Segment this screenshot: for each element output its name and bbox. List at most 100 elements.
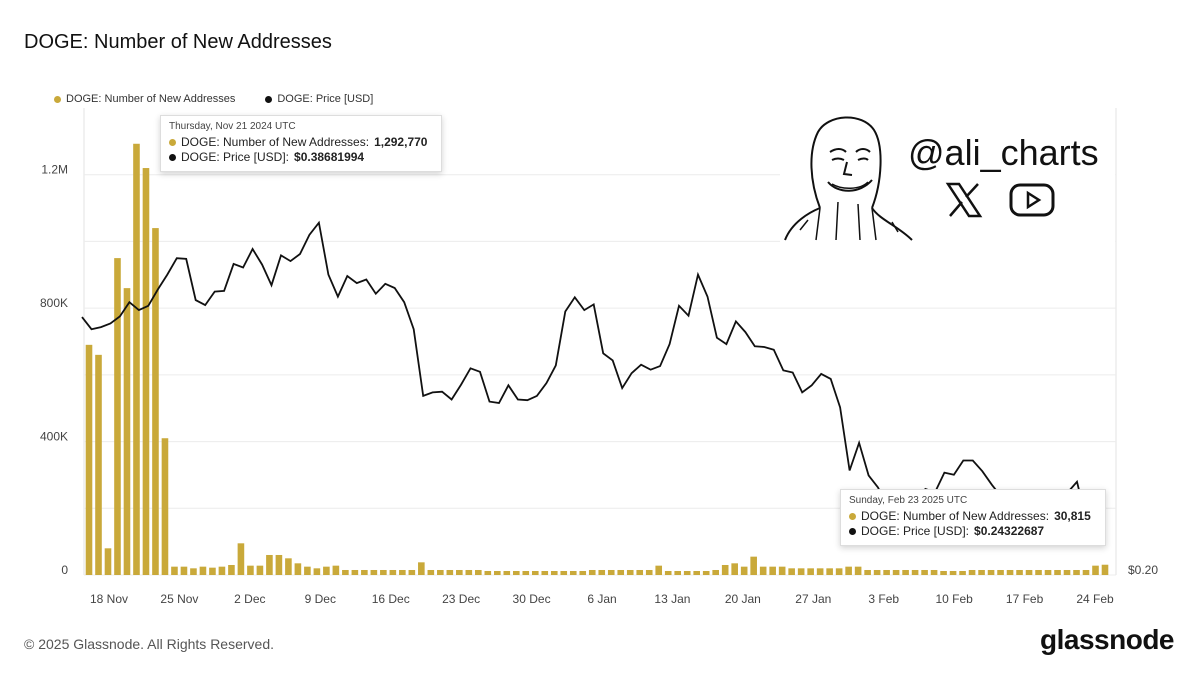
bar — [1006, 569, 1014, 575]
bar — [588, 569, 596, 575]
bar — [854, 566, 862, 575]
x-tick-label: 18 Nov — [90, 592, 128, 606]
bar — [797, 568, 805, 575]
tooltip-date: Thursday, Nov 21 2024 UTC — [169, 121, 296, 132]
bar — [190, 568, 197, 575]
bar — [1025, 569, 1033, 575]
bar — [142, 168, 150, 576]
bar — [598, 569, 606, 575]
x-tick-label: 9 Dec — [305, 592, 336, 606]
bar — [693, 570, 701, 575]
bar — [418, 562, 425, 575]
bar — [408, 569, 416, 575]
bar — [1035, 569, 1042, 575]
bar — [845, 566, 852, 575]
bar — [930, 569, 938, 575]
legend-label-addresses: DOGE: Number of New Addresses — [66, 93, 236, 105]
tooltip-date: Sunday, Feb 23 2025 UTC — [849, 495, 968, 506]
tooltip-row-price: DOGE: Price [USD]: $0.38681994 — [169, 150, 433, 165]
bar — [835, 568, 843, 575]
chart-legend: DOGE: Number of New Addresses DOGE: Pric… — [54, 93, 373, 105]
bar — [864, 569, 871, 575]
bar — [664, 570, 672, 575]
bar — [541, 570, 549, 575]
bar — [807, 568, 814, 575]
tooltip-swatch-price — [169, 154, 176, 161]
bar — [199, 566, 207, 575]
bar — [987, 569, 995, 575]
bar — [712, 569, 719, 575]
bar — [788, 568, 795, 575]
bar — [617, 569, 625, 575]
tooltip-row-price: DOGE: Price [USD]: $0.24322687 — [849, 524, 1097, 539]
bar — [1016, 569, 1023, 575]
tooltip-feb23: Sunday, Feb 23 2025 UTC DOGE: Number of … — [840, 489, 1106, 546]
y-tick-label: 0 — [61, 563, 68, 577]
bar — [228, 564, 235, 575]
legend-label-price: DOGE: Price [USD] — [277, 93, 374, 105]
bar — [351, 569, 359, 575]
tooltip-label: DOGE: Price [USD]: — [181, 150, 290, 164]
bar — [550, 570, 558, 575]
x-tick-label: 3 Feb — [868, 592, 899, 606]
bar — [1044, 569, 1052, 575]
legend-swatch-price — [265, 95, 273, 103]
legend-item-price[interactable]: DOGE: Price [USD] — [265, 93, 373, 105]
bar — [493, 570, 501, 575]
bar — [560, 570, 568, 575]
tooltip-label: DOGE: Number of New Addresses: — [861, 509, 1050, 523]
bar — [370, 569, 378, 575]
x-tick-label: 20 Jan — [725, 592, 761, 606]
tooltip-swatch-addresses — [169, 139, 176, 146]
bar — [85, 344, 93, 575]
bar — [769, 566, 776, 575]
bar — [902, 569, 909, 575]
bar — [437, 569, 444, 575]
bar — [911, 569, 919, 575]
tooltip-label: DOGE: Price [USD]: — [861, 524, 970, 538]
bar — [313, 568, 321, 575]
legend-item-addresses[interactable]: DOGE: Number of New Addresses — [54, 93, 235, 105]
bar — [978, 569, 985, 575]
bar — [607, 569, 615, 575]
bar — [294, 563, 302, 575]
copyright-footer: © 2025 Glassnode. All Rights Reserved. — [24, 636, 275, 652]
bar — [1073, 569, 1080, 575]
bar — [266, 554, 273, 575]
x-tick-label: 16 Dec — [372, 592, 410, 606]
bar — [152, 228, 159, 576]
bar — [285, 558, 292, 575]
bar — [949, 570, 957, 575]
bar — [389, 569, 397, 575]
x-tick-label: 27 Jan — [795, 592, 831, 606]
bar — [304, 566, 311, 575]
tooltip-row-addresses: DOGE: Number of New Addresses: 30,815 — [849, 509, 1097, 524]
bar — [1082, 569, 1090, 575]
bar — [446, 569, 454, 575]
bar — [342, 569, 349, 575]
bar — [579, 570, 587, 575]
bar — [522, 570, 530, 575]
bar — [997, 569, 1004, 575]
bar — [399, 569, 406, 575]
bar — [531, 570, 539, 575]
bar — [275, 554, 283, 575]
bar — [731, 563, 738, 575]
bar — [873, 569, 881, 575]
bar — [380, 569, 387, 575]
x-tick-label: 30 Dec — [513, 592, 551, 606]
bar — [133, 143, 140, 575]
youtube-icon — [1009, 183, 1055, 217]
bar — [959, 570, 966, 575]
bar — [475, 569, 482, 575]
bar — [456, 569, 463, 575]
x-tick-label: 6 Jan — [587, 592, 616, 606]
bar — [750, 556, 757, 575]
bar — [180, 566, 188, 575]
x-tick-label: 2 Dec — [234, 592, 265, 606]
bar — [721, 564, 729, 575]
bar — [171, 566, 178, 575]
meme-face-icon — [784, 116, 913, 241]
bar — [674, 570, 682, 575]
